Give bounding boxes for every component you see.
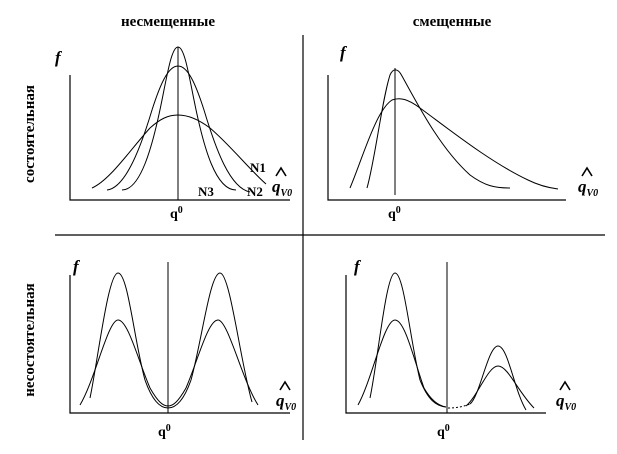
estimator-axis-label: qV0 bbox=[276, 391, 296, 413]
column-header-unbiased: несмещенные bbox=[121, 14, 215, 30]
curve-right-tall bbox=[469, 345, 527, 411]
curve-label-n2: N2 bbox=[247, 184, 263, 199]
estimator-axis-label: qV0 bbox=[556, 391, 576, 413]
axes bbox=[69, 275, 290, 414]
curve-right-flat bbox=[465, 365, 535, 409]
estimator-axis-label: qV0 bbox=[578, 177, 598, 199]
panel-top-left: f q0 N1 N2 N3 qV0 bbox=[55, 46, 292, 222]
f-axis-label: f bbox=[55, 48, 63, 67]
curve-bimodal-flat bbox=[79, 319, 259, 407]
curve-n3 bbox=[121, 46, 237, 191]
curve-wide bbox=[349, 98, 559, 190]
curve-narrow bbox=[366, 69, 511, 189]
q0-label: q0 bbox=[388, 205, 401, 222]
axes bbox=[327, 75, 566, 201]
axes bbox=[345, 275, 546, 414]
column-header-biased: смещенные bbox=[413, 14, 492, 30]
curve-left-flat bbox=[357, 319, 447, 408]
panel-bottom-left: f q0 qV0 bbox=[69, 257, 296, 440]
estimator-hat-icon bbox=[559, 380, 571, 391]
curve-bimodal-tall bbox=[89, 272, 253, 409]
curve-n2 bbox=[106, 65, 251, 193]
q0-label: q0 bbox=[158, 423, 171, 440]
q0-label: q0 bbox=[170, 205, 183, 222]
f-axis-label: f bbox=[354, 257, 362, 276]
estimator-hat-icon bbox=[279, 380, 291, 391]
curve-left-tall bbox=[369, 272, 447, 408]
estimator-hat-icon bbox=[581, 166, 593, 177]
estimator-axis-label: qV0 bbox=[272, 177, 292, 199]
curve-label-n1: N1 bbox=[250, 160, 266, 175]
estimator-hat-icon bbox=[275, 166, 287, 177]
panel-top-right: f q0 qV0 bbox=[327, 43, 598, 222]
curve-n1 bbox=[91, 114, 267, 189]
curve-label-n3: N3 bbox=[198, 184, 214, 199]
row-header-inconsistent: несостоятельная bbox=[22, 283, 38, 396]
f-axis-label: f bbox=[73, 257, 81, 276]
panel-bottom-right: f q0 qV0 bbox=[345, 257, 576, 440]
axes bbox=[69, 75, 290, 201]
f-axis-label: f bbox=[340, 43, 348, 62]
row-header-consistent: состоятельная bbox=[22, 85, 38, 183]
q0-label: q0 bbox=[437, 423, 450, 440]
